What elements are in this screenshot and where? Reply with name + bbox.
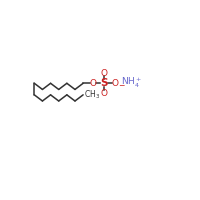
Text: CH$_3$: CH$_3$ — [84, 89, 100, 101]
Text: S: S — [100, 78, 108, 88]
Text: O: O — [101, 89, 108, 98]
Text: O: O — [101, 69, 108, 78]
Text: −: − — [118, 81, 125, 90]
Text: O: O — [90, 79, 97, 88]
Text: NH$_4^+$: NH$_4^+$ — [121, 76, 142, 90]
Text: O: O — [111, 79, 118, 88]
